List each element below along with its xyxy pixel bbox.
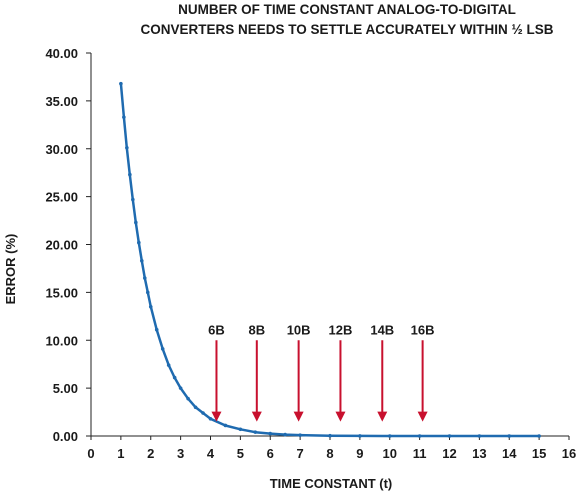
x-tick-label: 10	[383, 446, 397, 461]
data-point	[142, 276, 147, 280]
data-point	[208, 416, 213, 421]
data-point	[358, 434, 362, 438]
annotation-arrow-head	[211, 411, 222, 422]
chart-title-line-1: NUMBER OF TIME CONSTANT ANALOG-TO-DIGITA…	[178, 2, 516, 17]
y-tick-label: 5.00	[53, 381, 78, 396]
x-tick-label: 0	[87, 446, 94, 461]
data-point	[137, 240, 141, 245]
data-point	[134, 220, 138, 225]
annotation-label: 12B	[329, 322, 353, 337]
data-point	[128, 172, 132, 177]
data-point	[417, 434, 422, 438]
x-tick-label: 7	[297, 446, 304, 461]
data-point	[166, 363, 171, 367]
x-tick-label: 15	[532, 446, 546, 461]
data-point	[139, 258, 144, 263]
data-point	[148, 304, 153, 309]
annotation-arrow-head	[335, 411, 346, 422]
annotation-arrow-head	[251, 411, 262, 422]
data-point	[223, 423, 228, 428]
data-point	[387, 434, 392, 438]
data-point	[447, 434, 452, 438]
y-tick-label: 15.00	[45, 285, 78, 300]
x-tick-label: 6	[267, 446, 274, 461]
data-point	[186, 396, 190, 401]
y-tick-label: 30.00	[45, 142, 78, 157]
y-tick-label: 10.00	[45, 333, 78, 348]
x-tick-label: 8	[326, 446, 333, 461]
x-tick-label: 12	[442, 446, 456, 461]
x-tick-label: 11	[413, 446, 427, 461]
y-axis-title: ERROR (%)	[3, 234, 18, 305]
data-point	[298, 433, 302, 437]
y-tick-label: 0.00	[53, 429, 78, 444]
y-tick-label: 35.00	[45, 94, 78, 109]
annotation-layer: 6B 8B 10B 12B 14B 16B	[208, 322, 435, 422]
data-point	[537, 434, 541, 438]
data-point	[268, 431, 273, 436]
x-ticks: 0 1 2 3 4 5 6 7 8 9 10 11 12 13 14 15 16	[87, 436, 576, 461]
data-point	[238, 427, 243, 432]
chart-title-line-2: CONVERTERS NEEDS TO SETTLE ACCURATELY WI…	[140, 22, 553, 37]
data-point	[253, 430, 258, 434]
y-tick-label: 20.00	[45, 238, 78, 253]
x-tick-label: 13	[472, 446, 486, 461]
data-point	[507, 434, 512, 438]
data-point	[283, 432, 287, 437]
x-tick-label: 9	[356, 446, 363, 461]
x-tick-label: 3	[177, 446, 184, 461]
data-point	[328, 433, 332, 438]
data-point	[154, 327, 159, 332]
annotation-label: 16B	[411, 322, 435, 337]
annotation-arrow-head	[293, 411, 304, 422]
data-point	[178, 386, 183, 390]
axes	[90, 53, 569, 437]
data-point	[145, 290, 150, 295]
data-point	[131, 197, 135, 202]
x-tick-label: 14	[502, 446, 517, 461]
annotation-arrow-head	[377, 411, 388, 422]
x-tick-label: 1	[117, 446, 124, 461]
x-tick-label: 4	[207, 446, 215, 461]
annotation-arrow-head	[417, 411, 428, 422]
y-tick-label: 40.00	[45, 46, 78, 61]
y-tick-label: 25.00	[45, 190, 78, 205]
x-tick-label: 16	[562, 446, 576, 461]
data-point	[172, 375, 177, 380]
data-point	[201, 411, 205, 415]
x-tick-label: 2	[147, 446, 154, 461]
series-layer	[119, 81, 541, 438]
x-tick-label: 5	[237, 446, 244, 461]
data-point	[160, 347, 165, 351]
x-axis-title: TIME CONSTANT (t)	[270, 476, 393, 491]
data-point	[119, 81, 123, 86]
data-point	[122, 115, 126, 119]
data-point	[193, 405, 198, 410]
data-point	[477, 434, 482, 438]
annotation-label: 14B	[370, 322, 394, 337]
annotation-label: 6B	[208, 322, 225, 337]
y-ticks: 0.00 5.00 10.00 15.00 20.00 25.00 30.00 35.00 40…	[45, 46, 91, 444]
annotation-label: 10B	[287, 322, 311, 337]
error-curve-line	[119, 83, 540, 438]
data-point	[125, 145, 129, 150]
annotation-label: 8B	[248, 322, 265, 337]
